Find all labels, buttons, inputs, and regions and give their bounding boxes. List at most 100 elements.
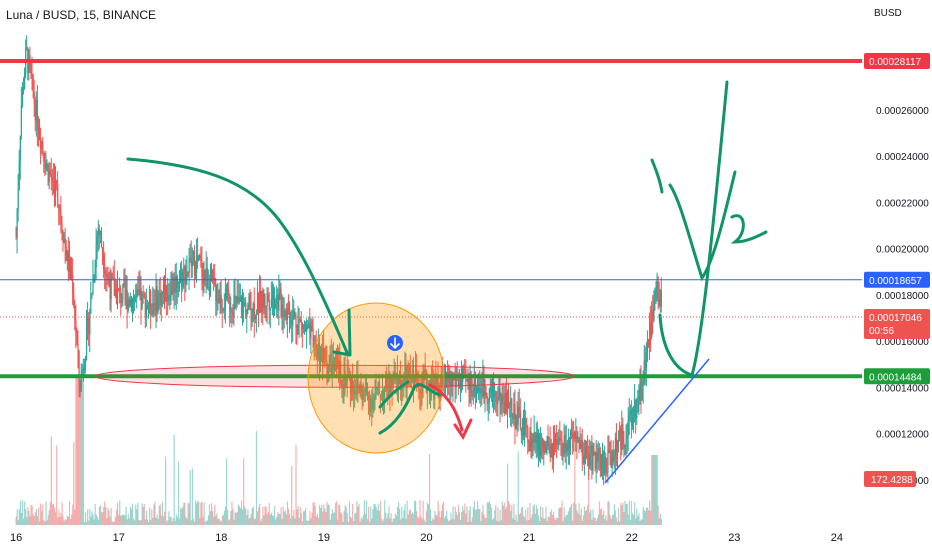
candle-body (466, 379, 468, 381)
candle-body (303, 325, 306, 327)
volume-bar (477, 500, 479, 525)
volume-bar (518, 514, 520, 525)
candle-body (531, 438, 533, 448)
currency-label: BUSD (874, 8, 902, 19)
volume-bar (504, 509, 507, 525)
candle-body (528, 442, 530, 452)
volume-bar (508, 501, 510, 525)
candle-body (340, 360, 342, 385)
volume-bar (39, 521, 41, 525)
candle-body (533, 432, 535, 443)
volume-bar (386, 518, 388, 525)
candle-body (449, 383, 451, 388)
candle-body (589, 454, 591, 467)
volume-bar (119, 500, 121, 525)
candle-body (584, 445, 587, 455)
volume-bar (432, 518, 434, 525)
candle-body (297, 321, 299, 334)
volume-bar (328, 504, 330, 525)
volume-bar (357, 506, 359, 525)
volume-bar (213, 516, 215, 525)
candle-body (343, 371, 345, 386)
candle-body (34, 103, 36, 121)
candle-body (164, 284, 166, 302)
price-level-label: 0.00018657 (864, 271, 930, 288)
candle-body (133, 298, 135, 303)
candle-body (548, 444, 550, 447)
candle-body (104, 270, 106, 275)
candle-body (432, 378, 434, 383)
volume-bar (297, 506, 299, 525)
candle-body (346, 375, 348, 383)
volume-bar (197, 501, 199, 525)
volume-bar (95, 514, 97, 525)
volume-bar (316, 513, 318, 525)
candle-body (400, 375, 402, 391)
volume-bar (579, 515, 581, 525)
candle-body (277, 294, 279, 311)
volume-bar (123, 514, 125, 525)
volume-bar (631, 513, 634, 525)
volume-bar (223, 510, 226, 525)
volume-bar (596, 518, 598, 525)
volume-bar (572, 520, 574, 525)
volume-bar (156, 514, 158, 525)
candle-body (555, 439, 557, 443)
candle-body (416, 369, 418, 377)
candle-body (380, 398, 383, 400)
candle-body (256, 293, 259, 315)
candle-body (522, 419, 525, 435)
volume-bar (334, 502, 337, 525)
volume-bar (99, 505, 102, 525)
candle-body (230, 310, 232, 312)
candle-body (488, 389, 490, 402)
volume-bar (74, 509, 76, 525)
volume-bar (435, 514, 437, 525)
volume-bar (291, 465, 293, 525)
candle-body (646, 339, 649, 353)
volume-bar (452, 506, 454, 525)
volume-bar (516, 521, 518, 525)
volume-bar (326, 501, 328, 525)
volume-bar (40, 503, 42, 525)
volume-bar (311, 512, 313, 525)
volume-bar (376, 510, 378, 525)
candle-body (475, 386, 478, 396)
volume-bar (527, 507, 529, 525)
volume-bar (629, 519, 632, 525)
candle-body (436, 376, 438, 385)
candle-body (641, 386, 643, 400)
volume-bar (396, 506, 399, 525)
volume-bar (444, 515, 447, 525)
candle-body (18, 162, 20, 189)
volume-bar (31, 505, 33, 525)
candle-body (154, 303, 156, 312)
candle-body (129, 298, 132, 306)
volume-bar (19, 500, 21, 525)
candle-body (98, 228, 101, 235)
candle-body (635, 399, 637, 419)
candle-body (306, 324, 308, 332)
volume-bar (373, 503, 375, 525)
volume-bar (420, 516, 422, 525)
candle-body (519, 410, 521, 428)
candle-body (247, 305, 249, 310)
candle-body (459, 377, 462, 386)
volume-bar (462, 506, 464, 525)
candle-body (486, 396, 488, 404)
y-tick-label: 0.00016000 (876, 337, 929, 348)
volume-bar (167, 519, 169, 525)
candle-body (453, 378, 455, 380)
volume-bar (620, 502, 622, 525)
candle-body (545, 449, 547, 453)
volume-bar (371, 518, 373, 525)
candle-body (108, 278, 110, 286)
volume-bar (169, 516, 171, 525)
volume-bar (515, 514, 517, 525)
candle-body (421, 372, 423, 394)
volume-bar (154, 501, 156, 525)
candle-body (452, 379, 454, 386)
candle-body (318, 343, 321, 366)
